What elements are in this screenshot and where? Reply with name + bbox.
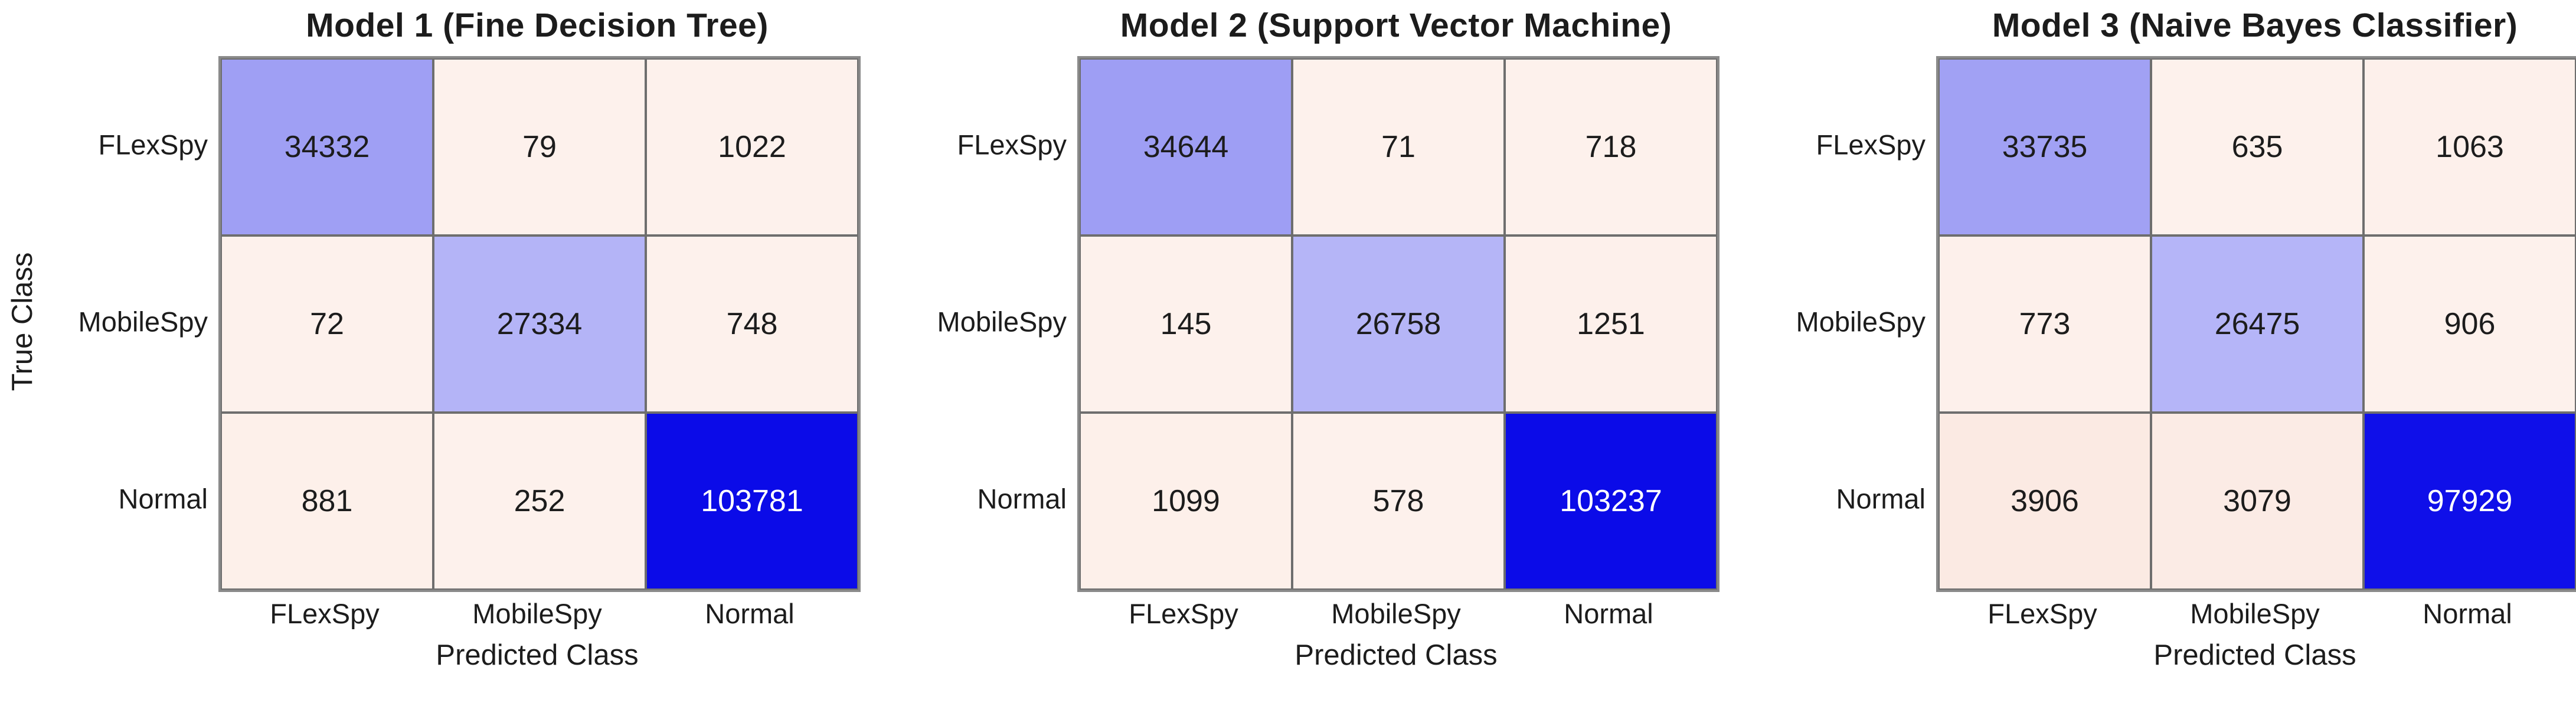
column-tick-label: Normal (705, 598, 795, 629)
confusion-matrix-panel: Model 2 (Support Vector Machine) FLexSpy M… (859, 0, 1719, 726)
cell-value: 34644 (1143, 130, 1229, 164)
cell-value: 252 (514, 484, 565, 518)
matrix-cell: 103237 (1505, 413, 1717, 590)
matrix-cell: 718 (1505, 58, 1717, 236)
cell-value: 1251 (1577, 307, 1645, 341)
cell-value: 34332 (284, 130, 370, 164)
cell-value: 145 (1160, 307, 1212, 341)
matrix-cell: 906 (2363, 236, 2576, 413)
column-tick-label: FLexSpy (1987, 598, 2097, 629)
cell-value: 1099 (1152, 484, 1220, 518)
matrix-cell: 71 (1292, 58, 1505, 236)
cell-value: 33735 (2002, 130, 2088, 164)
cell-value: 71 (1381, 130, 1416, 164)
cell-value: 1022 (718, 130, 786, 164)
cell-value: 3906 (2011, 484, 2079, 518)
row-tick-label: Normal (977, 483, 1067, 515)
column-tick-label: Normal (2423, 598, 2512, 629)
matrix-cell: 881 (221, 413, 433, 590)
x-axis-label: Predicted Class (2153, 639, 2356, 671)
cell-value: 26475 (2214, 307, 2300, 341)
column-tick-label: FLexSpy (1129, 598, 1238, 629)
column-tick-label: FLexSpy (270, 598, 380, 629)
cell-value: 881 (301, 484, 353, 518)
panel-title: Model 1 (Fine Decision Tree) (306, 6, 769, 44)
matrix-cell: 578 (1292, 413, 1505, 590)
matrix-cell: 1022 (646, 58, 858, 236)
matrix-cell: 1063 (2363, 58, 2576, 236)
cell-value: 103237 (1560, 484, 1662, 518)
cell-value: 748 (726, 307, 778, 341)
matrix-cell: 748 (646, 236, 858, 413)
matrix-cell: 26475 (2151, 236, 2363, 413)
column-tick-label: MobileSpy (1331, 598, 1461, 629)
matrix-cell: 1099 (1080, 413, 1292, 590)
x-axis-label: Predicted Class (1294, 639, 1498, 671)
panel-title: Model 2 (Support Vector Machine) (1120, 6, 1672, 44)
matrix-cell: 252 (433, 413, 646, 590)
matrix-cell: 27334 (433, 236, 646, 413)
matrix-grid: 34644 71 718 145 26758 1251 1099 578 103237 (1077, 56, 1719, 592)
row-tick-label: FLexSpy (98, 129, 208, 161)
row-tick-label: MobileSpy (78, 306, 208, 338)
row-tick-label: FLexSpy (957, 129, 1067, 161)
row-tick-label: MobileSpy (937, 306, 1067, 338)
confusion-matrix-panel: Model 1 (Fine Decision Tree) True Class FL… (0, 0, 861, 726)
matrix-cell: 103781 (646, 413, 858, 590)
matrix-grid: 33735 635 1063 773 26475 906 3906 3079 97929 (1936, 56, 2576, 592)
cell-value: 72 (310, 307, 344, 341)
cell-value: 103781 (701, 484, 803, 518)
cell-value: 578 (1372, 484, 1424, 518)
column-tick-label: Normal (1564, 598, 1653, 629)
column-tick-label: MobileSpy (472, 598, 602, 629)
cell-value: 79 (522, 130, 557, 164)
cell-value: 1063 (2436, 130, 2504, 164)
panel-title: Model 3 (Naive Bayes Classifier) (1992, 6, 2518, 44)
matrix-cell: 773 (1938, 236, 2151, 413)
cell-value: 3079 (2223, 484, 2291, 518)
cell-value: 635 (2231, 130, 2283, 164)
x-axis-label: Predicted Class (436, 639, 639, 671)
row-tick-label: MobileSpy (1796, 306, 1926, 338)
cell-value: 718 (1585, 130, 1637, 164)
matrix-cell: 97929 (2363, 413, 2576, 590)
cell-value: 773 (2019, 307, 2071, 341)
matrix-cell: 33735 (1938, 58, 2151, 236)
matrix-cell: 34644 (1080, 58, 1292, 236)
row-tick-label: Normal (1836, 483, 1926, 515)
matrix-cell: 1251 (1505, 236, 1717, 413)
matrix-cell: 34332 (221, 58, 433, 236)
matrix-grid: 34332 79 1022 72 27334 748 881 252 103781 (218, 56, 861, 592)
confusion-matrix-panel: Model 3 (Naive Bayes Classifier) FLexSpy M… (1718, 0, 2576, 726)
matrix-cell: 3079 (2151, 413, 2363, 590)
column-tick-label: MobileSpy (2190, 598, 2320, 629)
row-tick-label: Normal (118, 483, 208, 515)
matrix-cell: 26758 (1292, 236, 1505, 413)
matrix-cell: 635 (2151, 58, 2363, 236)
matrix-cell: 72 (221, 236, 433, 413)
matrix-cell: 3906 (1938, 413, 2151, 590)
matrix-cell: 145 (1080, 236, 1292, 413)
cell-value: 906 (2444, 307, 2496, 341)
row-tick-label: FLexSpy (1816, 129, 1926, 161)
cell-value: 27334 (496, 307, 583, 341)
cell-value: 97929 (2427, 484, 2513, 518)
cell-value: 26758 (1355, 307, 1441, 341)
matrix-cell: 79 (433, 58, 646, 236)
